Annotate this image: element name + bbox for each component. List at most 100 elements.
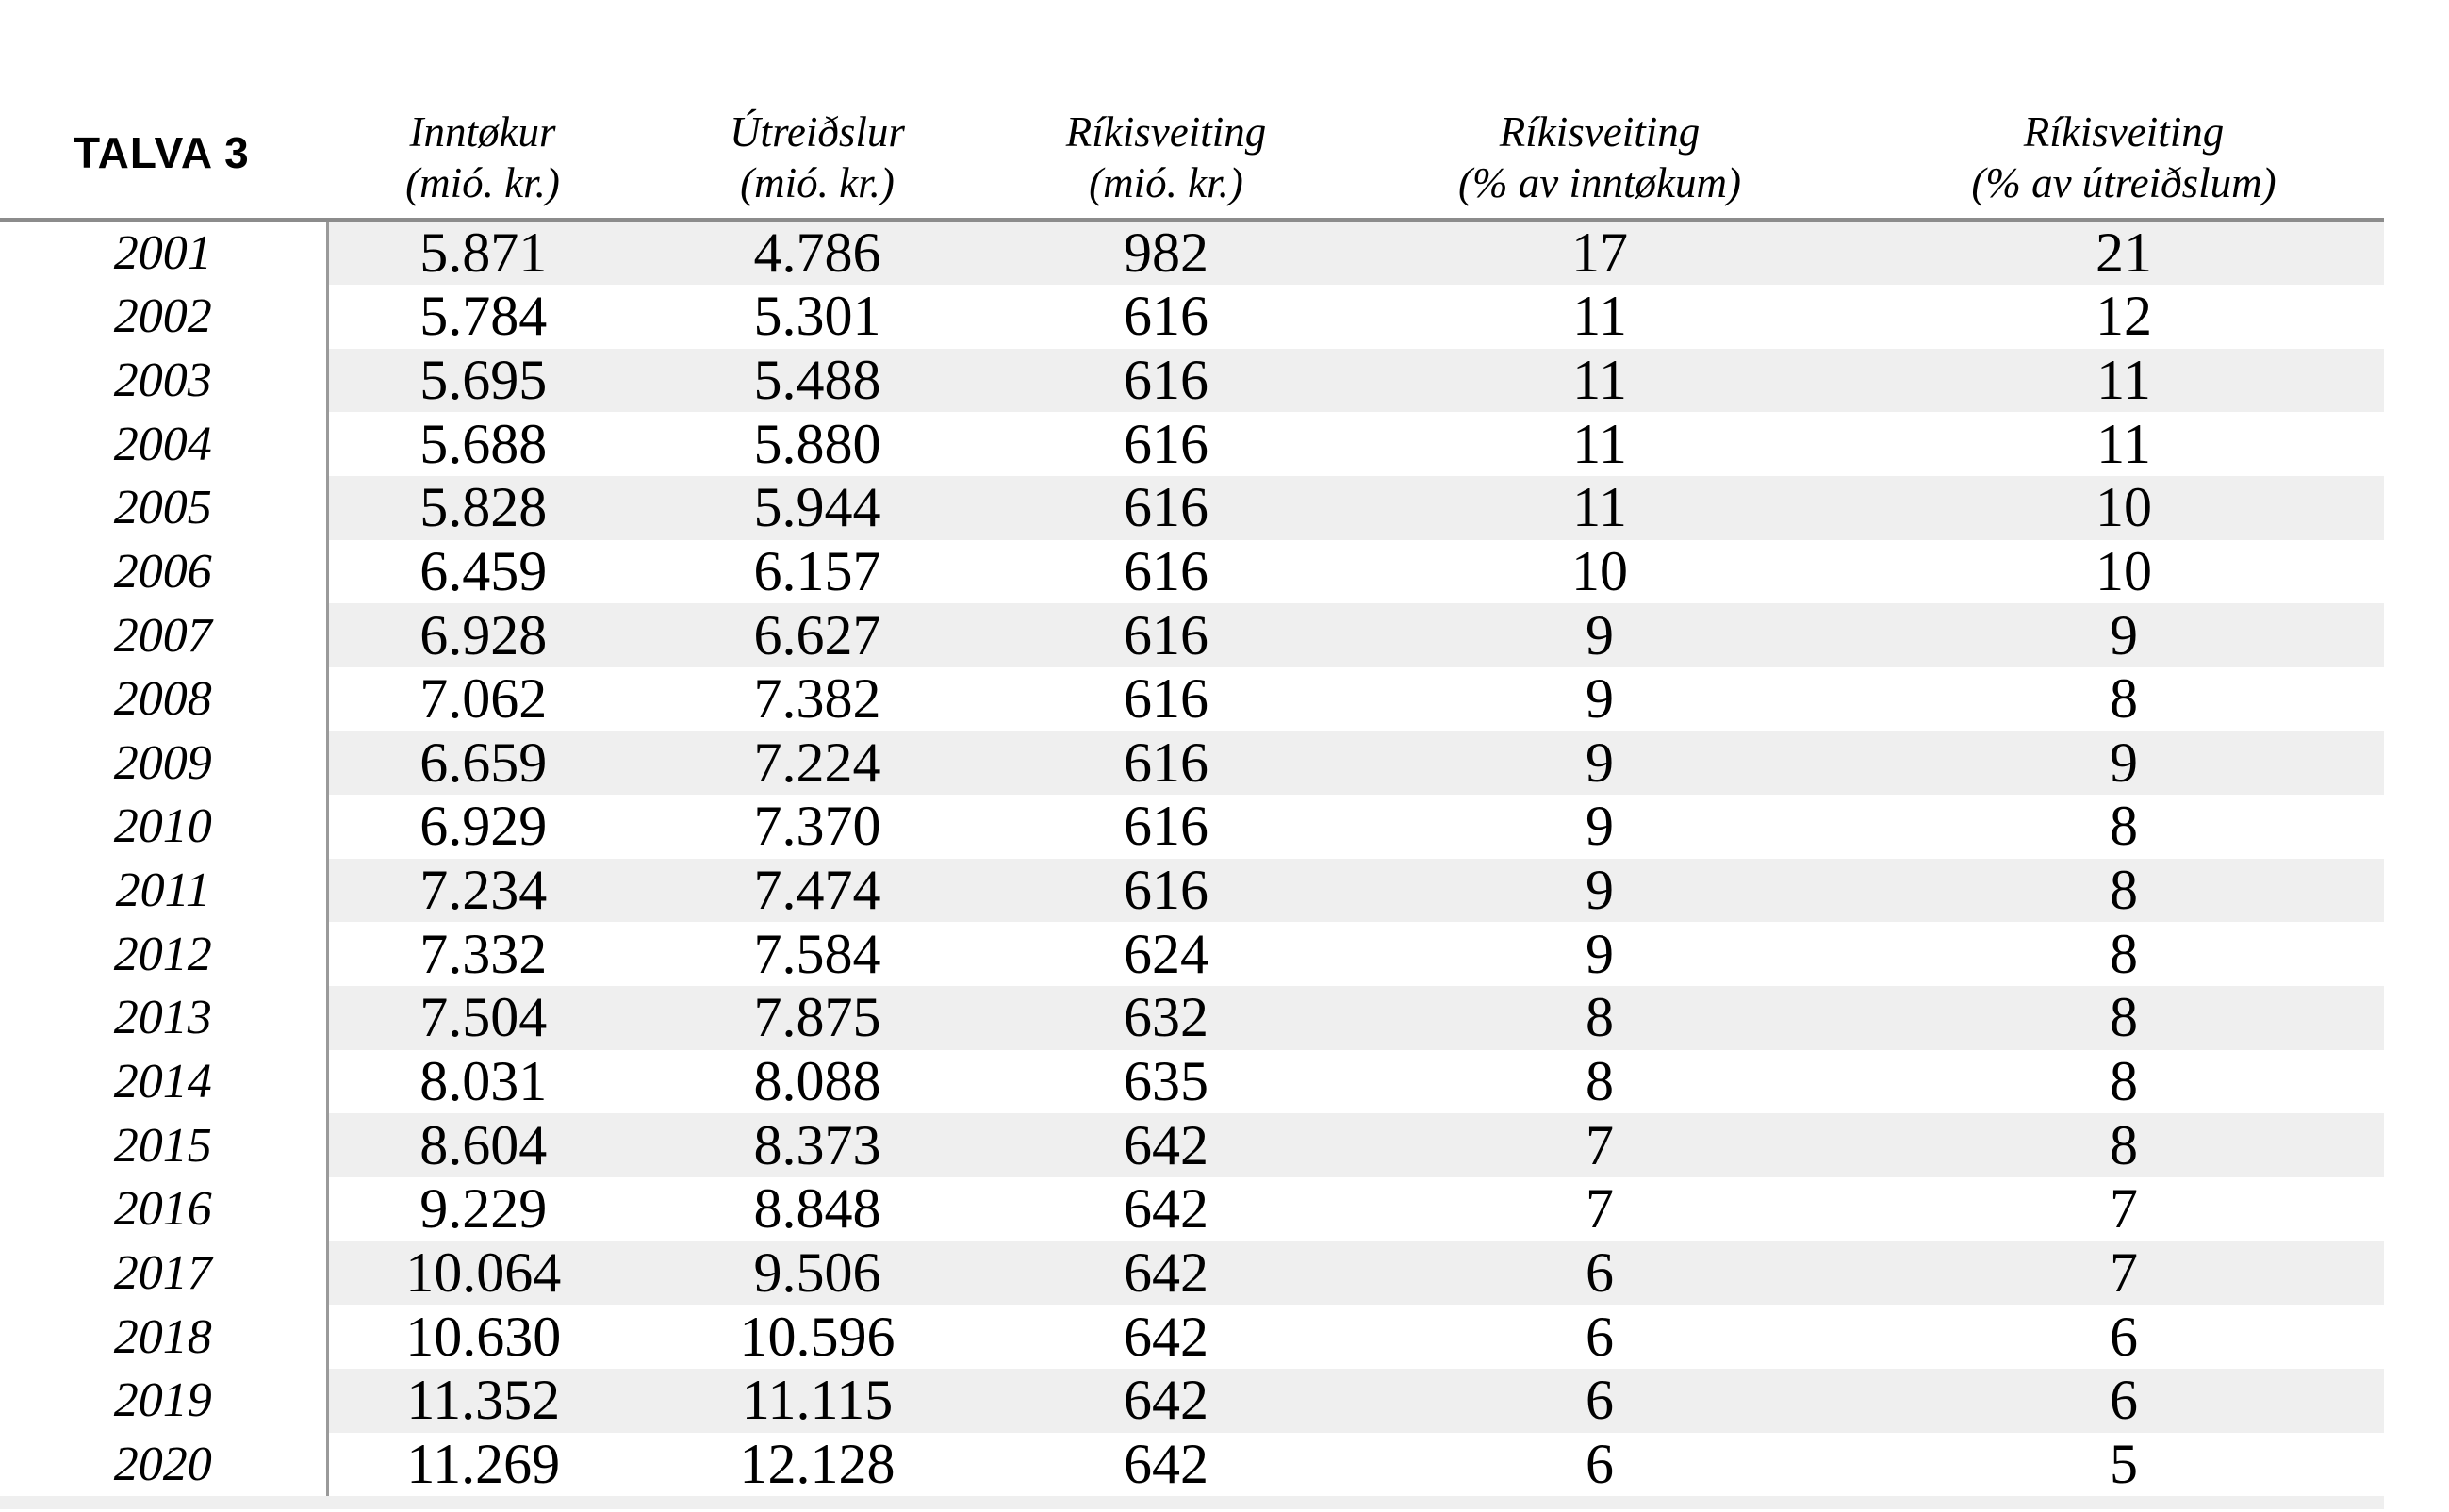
- value-cell: 616: [996, 348, 1336, 413]
- value-cell: 11.352: [327, 1368, 638, 1433]
- value-cell: 6: [1336, 1368, 1864, 1433]
- value-cell: 642: [996, 1176, 1336, 1241]
- value-cell: 8.031: [327, 1049, 638, 1114]
- value-cell: 17: [1336, 220, 1864, 285]
- value-cell: 7.504: [327, 986, 638, 1050]
- year-cell: 2002: [0, 285, 329, 349]
- table-row: 2015 8.604 8.373 642 7 8: [0, 1113, 2384, 1177]
- value-cell: 616: [996, 603, 1336, 667]
- table-row: 2012 7.332 7.584 624 9 8: [0, 922, 2384, 987]
- value-cell: 8: [1864, 666, 2384, 731]
- value-cell: 5.488: [638, 348, 996, 413]
- value-cell: 6: [1336, 1305, 1864, 1369]
- table-row: 2013 7.504 7.875 632 8 8: [0, 986, 2384, 1050]
- value-cell: 8: [1864, 986, 2384, 1050]
- value-cell: 5.880: [638, 412, 996, 476]
- value-cell: 616: [996, 285, 1336, 349]
- value-cell: 6.659: [327, 731, 638, 796]
- value-cell: 8.088: [638, 1049, 996, 1114]
- year-cell: 2014: [0, 1049, 329, 1114]
- value-cell: 9: [1336, 731, 1864, 796]
- partial-row-stripe: [0, 1496, 2384, 1510]
- table-row: 2010 6.929 7.370 616 9 8: [0, 795, 2384, 859]
- value-cell: 7: [1336, 1176, 1864, 1241]
- value-cell: 9: [1336, 795, 1864, 859]
- table-row: 2017 10.064 9.506 642 6 7: [0, 1241, 2384, 1306]
- value-cell: 642: [996, 1368, 1336, 1433]
- value-cell: 7.382: [638, 666, 996, 731]
- value-cell: 642: [996, 1305, 1336, 1369]
- value-cell: 12: [1864, 285, 2384, 349]
- year-cell: 2010: [0, 795, 329, 859]
- value-cell: 642: [996, 1432, 1336, 1497]
- column-header-inntokur: Inntøkur (mió. kr.): [327, 0, 638, 222]
- value-cell: 616: [996, 795, 1336, 859]
- value-cell: 6.627: [638, 603, 996, 667]
- header-row: TALVA 3 Inntøkur (mió. kr.) Útreiðslur (…: [0, 0, 2384, 222]
- value-cell: 6.459: [327, 539, 638, 604]
- value-cell: 5.688: [327, 412, 638, 476]
- value-cell: 616: [996, 858, 1336, 923]
- value-cell: 8.604: [327, 1113, 638, 1177]
- column-header-rikisveiting-pct-utreidslum: Ríkisveiting (% av útreiðslum): [1864, 0, 2384, 222]
- column-title: Inntøkur: [409, 108, 556, 156]
- value-cell: 8: [1864, 795, 2384, 859]
- value-cell: 11: [1864, 348, 2384, 413]
- value-cell: 8: [1864, 1049, 2384, 1114]
- value-cell: 5.784: [327, 285, 638, 349]
- value-cell: 7.234: [327, 858, 638, 923]
- value-cell: 616: [996, 539, 1336, 604]
- table-label: TALVA 3: [0, 0, 327, 222]
- value-cell: 6: [1336, 1432, 1864, 1497]
- year-cell: 2019: [0, 1368, 329, 1433]
- table-row: 2001 5.871 4.786 982 17 21: [0, 220, 2384, 285]
- value-cell: 5.695: [327, 348, 638, 413]
- value-cell: 8: [1336, 986, 1864, 1050]
- value-cell: 616: [996, 731, 1336, 796]
- value-cell: 8: [1864, 1113, 2384, 1177]
- table-row: 2005 5.828 5.944 616 11 10: [0, 475, 2384, 540]
- column-header-rikisveiting-mio: Ríkisveiting (mió. kr.): [996, 0, 1336, 222]
- column-unit: (mió. kr.): [1089, 159, 1243, 206]
- value-cell: 7: [1864, 1241, 2384, 1306]
- value-cell: 9: [1336, 603, 1864, 667]
- value-cell: 8.848: [638, 1176, 996, 1241]
- table-row: 2009 6.659 7.224 616 9 9: [0, 731, 2384, 796]
- year-cell: 2015: [0, 1113, 329, 1177]
- value-cell: 616: [996, 475, 1336, 540]
- column-unit: (mió. kr.): [740, 159, 895, 206]
- column-title: Ríkisveiting: [1065, 108, 1267, 156]
- value-cell: 982: [996, 220, 1336, 285]
- value-cell: 10.630: [327, 1305, 638, 1369]
- value-cell: 7.875: [638, 986, 996, 1050]
- table-row: 2004 5.688 5.880 616 11 11: [0, 412, 2384, 476]
- year-cell: 2013: [0, 986, 329, 1050]
- column-header-rikisveiting-pct-inntokum: Ríkisveiting (% av inntøkum): [1336, 0, 1864, 222]
- year-cell: 2005: [0, 475, 329, 540]
- value-cell: 5: [1864, 1432, 2384, 1497]
- value-cell: 11: [1336, 412, 1864, 476]
- value-cell: 7.224: [638, 731, 996, 796]
- table-row: 2006 6.459 6.157 616 10 10: [0, 539, 2384, 604]
- year-cell: 2003: [0, 348, 329, 413]
- value-cell: 10: [1864, 539, 2384, 604]
- value-cell: 5.871: [327, 220, 638, 285]
- value-cell: 7.332: [327, 922, 638, 987]
- value-cell: 7.370: [638, 795, 996, 859]
- year-cell: 2011: [0, 858, 329, 923]
- column-title: Ríkisveiting: [1499, 108, 1701, 156]
- value-cell: 635: [996, 1049, 1336, 1114]
- year-cell: 2017: [0, 1241, 329, 1306]
- value-cell: 9: [1864, 603, 2384, 667]
- value-cell: 10: [1336, 539, 1864, 604]
- table-row: 2011 7.234 7.474 616 9 8: [0, 858, 2384, 923]
- year-cell: 2012: [0, 922, 329, 987]
- table-row: 2019 11.352 11.115 642 6 6: [0, 1368, 2384, 1433]
- year-cell: 2006: [0, 539, 329, 604]
- column-title: Ríkisveiting: [2023, 108, 2225, 156]
- value-cell: 8: [1336, 1049, 1864, 1114]
- value-cell: 642: [996, 1241, 1336, 1306]
- value-cell: 11: [1336, 285, 1864, 349]
- value-cell: 10.596: [638, 1305, 996, 1369]
